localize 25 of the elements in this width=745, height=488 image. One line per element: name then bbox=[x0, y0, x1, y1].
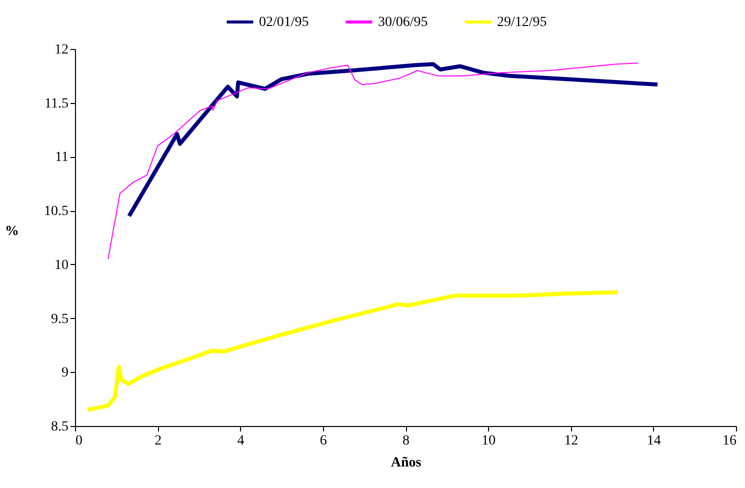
y-tick-label: 11 bbox=[55, 150, 68, 166]
x-tick-label: 4 bbox=[237, 434, 244, 448]
x-tick-label: 0 bbox=[76, 434, 82, 448]
y-tick-label: 11.5 bbox=[44, 96, 68, 112]
y-tick-label: 10 bbox=[54, 258, 68, 273]
y-axis-title: % bbox=[5, 224, 19, 239]
x-tick-label: 14 bbox=[646, 434, 661, 448]
y-tick-label: 12 bbox=[54, 42, 68, 58]
y-tick-label: 10.5 bbox=[44, 204, 68, 220]
x-tick-label: 10 bbox=[482, 434, 496, 448]
legend-label: 02/01/95 bbox=[259, 15, 309, 30]
x-tick-label: 6 bbox=[320, 434, 327, 448]
y-tick-label: 9 bbox=[62, 366, 68, 381]
x-tick-label: 8 bbox=[402, 434, 410, 448]
line-series bbox=[86, 290, 620, 412]
x-tick-label: 12 bbox=[564, 434, 578, 448]
x-tick-label: 2 bbox=[154, 434, 162, 448]
y-tick-label: 8.5 bbox=[51, 420, 68, 434]
y-tick-label: 9.5 bbox=[51, 312, 68, 327]
legend-label: 29/12/95 bbox=[497, 15, 547, 30]
x-tick-label: 16 bbox=[722, 434, 736, 448]
legend-label: 30/06/95 bbox=[378, 15, 428, 30]
x-axis-title: Años bbox=[390, 456, 422, 470]
line-series bbox=[108, 62, 639, 260]
line-series bbox=[127, 62, 660, 218]
